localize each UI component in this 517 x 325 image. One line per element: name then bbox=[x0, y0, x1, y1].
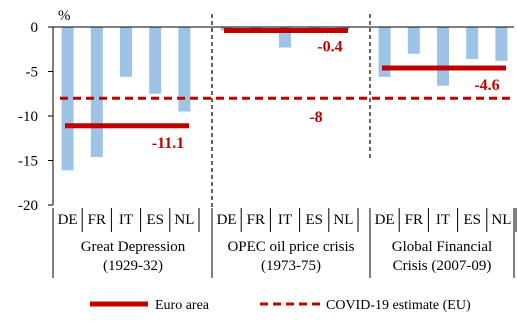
x-tick-label: IT bbox=[119, 212, 133, 228]
x-tick-label: FR bbox=[88, 212, 106, 228]
group-label: Crisis (2007-09) bbox=[393, 258, 492, 274]
x-tick-label: DE bbox=[58, 212, 78, 228]
x-tick-label: ES bbox=[463, 212, 481, 228]
euro-area-value-label: -0.4 bbox=[317, 39, 342, 56]
x-tick-label: IT bbox=[436, 212, 450, 228]
group-label: Great Depression bbox=[81, 239, 186, 255]
bar-nl bbox=[495, 27, 508, 61]
bar-es bbox=[149, 27, 162, 94]
group-label: OPEC oil price crisis bbox=[227, 239, 354, 255]
covid-estimate-label: -8 bbox=[309, 109, 322, 126]
group-label: (1973-75) bbox=[261, 258, 321, 274]
legend-covid-label: COVID-19 estimate (EU) bbox=[326, 298, 471, 313]
euro-area-value-label: -4.6 bbox=[474, 77, 499, 94]
x-tick-label: NL bbox=[333, 212, 353, 228]
x-tick-label: NL bbox=[174, 212, 194, 228]
x-tick-label: DE bbox=[375, 212, 395, 228]
y-tick-label: -5 bbox=[26, 65, 39, 81]
bar-de bbox=[378, 27, 391, 77]
x-tick-label: FR bbox=[247, 212, 265, 228]
y-tick-label: -10 bbox=[18, 109, 38, 125]
x-tick-label: ES bbox=[305, 212, 323, 228]
euro-area-value-label: -11.1 bbox=[152, 135, 184, 152]
group-label: Global Financial bbox=[392, 239, 492, 255]
x-tick-label: DE bbox=[217, 212, 237, 228]
y-tick-label: -15 bbox=[18, 154, 38, 170]
x-tick-label: ES bbox=[146, 212, 164, 228]
y-tick-label: 0 bbox=[31, 20, 39, 36]
bar-fr bbox=[407, 27, 420, 54]
bar-es bbox=[466, 27, 479, 60]
legend-euro-area-label: Euro area bbox=[155, 298, 210, 313]
x-tick-label: IT bbox=[278, 212, 292, 228]
y-unit-label: % bbox=[58, 8, 71, 24]
y-tick-label: -20 bbox=[18, 198, 38, 214]
bar-nl bbox=[178, 27, 191, 112]
x-tick-label: FR bbox=[405, 212, 423, 228]
group-label: (1929-32) bbox=[103, 258, 163, 274]
bar-it bbox=[437, 27, 449, 86]
bar-it bbox=[120, 27, 132, 77]
bar-fr bbox=[90, 27, 103, 157]
x-tick-label: NL bbox=[491, 212, 511, 228]
